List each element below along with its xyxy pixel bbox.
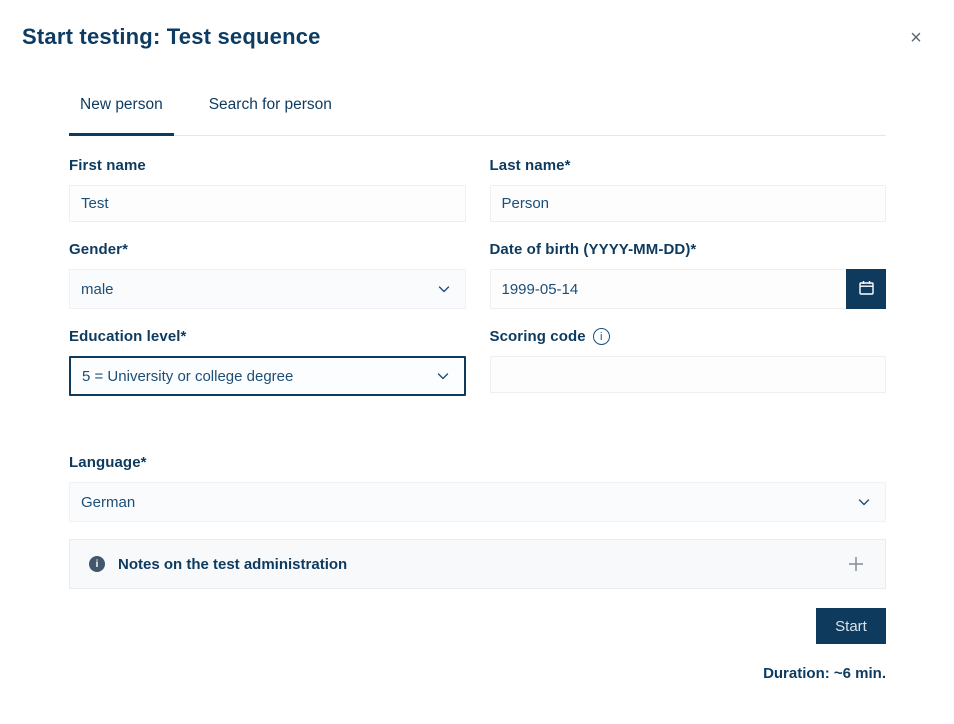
- tab-new-person[interactable]: New person: [69, 88, 174, 136]
- notes-label: Notes on the test administration: [118, 555, 348, 573]
- chevron-down-icon: [437, 282, 451, 296]
- gender-select-value: male: [81, 280, 114, 298]
- last-name-label: Last name*: [489, 157, 571, 174]
- education-label: Education level*: [69, 328, 187, 345]
- last-name-input[interactable]: [489, 185, 886, 222]
- page-title: Start testing: Test sequence: [22, 24, 321, 49]
- scoring-code-input[interactable]: [489, 356, 886, 393]
- gender-field-group: Gender* male: [69, 241, 466, 309]
- language-label: Language*: [69, 454, 147, 471]
- dialog-footer: Start Duration: ~6 min.: [69, 608, 886, 682]
- duration-text: Duration: ~6 min.: [763, 665, 886, 682]
- first-name-input[interactable]: [69, 185, 466, 222]
- plus-icon: [846, 554, 866, 574]
- calendar-icon: [857, 278, 876, 300]
- gender-select[interactable]: male: [69, 269, 466, 309]
- language-select[interactable]: German: [69, 482, 886, 522]
- date-of-birth-group: [489, 269, 886, 309]
- gender-label: Gender*: [69, 241, 129, 258]
- info-filled-icon: i: [89, 556, 105, 572]
- date-of-birth-label: Date of birth (YYYY-MM-DD)*: [489, 241, 697, 258]
- first-name-label: First name: [69, 157, 146, 174]
- chevron-down-icon: [436, 369, 450, 383]
- scoring-code-label: Scoring code i: [490, 328, 887, 345]
- start-button[interactable]: Start: [816, 608, 886, 644]
- tab-bar: New person Search for person: [69, 88, 886, 136]
- notes-accordion-toggle[interactable]: i Notes on the test administration: [69, 539, 886, 589]
- language-field-group: Language* German: [69, 454, 886, 522]
- tab-search-for-person-label: Search for person: [208, 96, 332, 113]
- education-select-value: 5 = University or college degree: [82, 367, 294, 385]
- date-of-birth-field-group: Date of birth (YYYY-MM-DD)*: [489, 241, 886, 309]
- person-form: First name Last name* Gender* male Date …: [69, 157, 886, 415]
- dialog-content: New person Search for person First name …: [69, 88, 886, 682]
- last-name-field-group: Last name*: [489, 157, 886, 222]
- language-select-value: German: [81, 493, 136, 511]
- scoring-code-field-group: Scoring code i: [489, 328, 887, 396]
- chevron-down-icon: [857, 495, 871, 509]
- tab-search-for-person[interactable]: Search for person: [198, 88, 343, 136]
- close-icon[interactable]: ×: [904, 26, 928, 50]
- first-name-field-group: First name: [69, 157, 466, 222]
- calendar-button[interactable]: [846, 269, 886, 309]
- scoring-code-label-text: Scoring code: [489, 328, 586, 345]
- education-select[interactable]: 5 = University or college degree: [69, 356, 466, 396]
- education-field-group: Education level* 5 = University or colle…: [69, 328, 466, 396]
- info-icon[interactable]: i: [592, 328, 610, 345]
- tab-new-person-label: New person: [80, 96, 163, 113]
- date-of-birth-input[interactable]: [489, 269, 846, 309]
